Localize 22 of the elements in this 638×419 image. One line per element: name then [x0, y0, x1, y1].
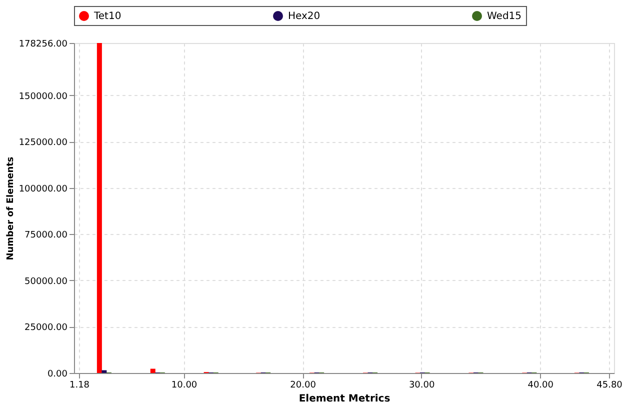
- x-tick-label: 40.00: [528, 380, 554, 390]
- x-tick-label: 20.00: [290, 380, 316, 390]
- legend-label: Wed15: [487, 11, 522, 22]
- legend-label: Tet10: [93, 11, 122, 22]
- x-tick-label: 45.80: [596, 380, 623, 390]
- y-tick-label: 75000.00: [24, 230, 68, 241]
- legend-label: Hex20: [288, 11, 320, 22]
- bar: [96, 43, 102, 373]
- x-tick-label: 30.00: [408, 380, 435, 390]
- y-tick-label: 150000.00: [18, 92, 68, 102]
- x-tick-label: 1.18: [69, 380, 90, 390]
- y-tick-label: 125000.00: [18, 138, 68, 148]
- y-tick-label: 25000.00: [24, 323, 68, 334]
- x-tick-label: 10.00: [171, 380, 198, 390]
- bar: [102, 370, 107, 373]
- y-tick-label: 50000.00: [24, 276, 68, 287]
- bar: [150, 368, 156, 373]
- y-axis-title: Number of Elements: [6, 156, 16, 260]
- y-tick-label: 100000.00: [18, 184, 68, 194]
- x-axis-title: Element Metrics: [298, 394, 390, 404]
- y-tick-label: 178256.00: [18, 40, 68, 50]
- y-tick-label: 0.00: [47, 370, 68, 380]
